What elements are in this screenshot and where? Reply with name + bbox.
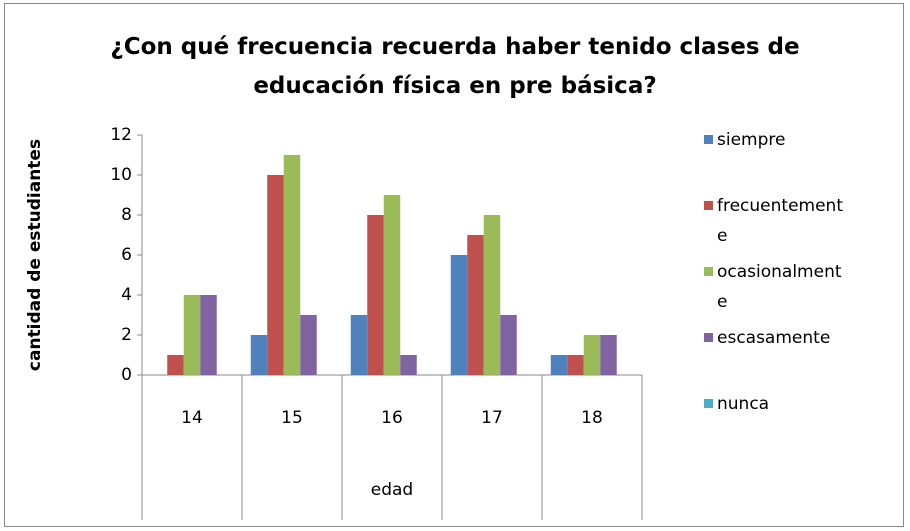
bar [250,335,268,375]
y-tick-label: 8 [121,205,132,225]
bar [400,355,417,375]
y-tick-label: 0 [121,365,132,385]
bar [200,295,217,375]
legend-item: siempre [700,125,845,155]
legend-swatch [704,267,713,276]
y-tick-label: 2 [121,325,132,345]
legend-item: escasamente [700,323,845,353]
x-tick-label: 16 [381,408,403,428]
chart-title: ¿Con qué frecuencia recuerda haber tenid… [110,34,800,99]
bar [600,335,617,375]
legend-swatch [704,201,713,210]
legend-swatch [704,333,713,342]
bar [500,315,517,375]
x-tick-label: 14 [181,408,203,428]
legend-label: ocasionalmente [717,262,842,312]
y-tick-label: 6 [121,245,132,265]
x-tick-label: 18 [581,408,603,428]
legend-item: ocasionalmente [700,257,845,317]
bar [183,295,201,375]
bar [267,175,284,375]
bar [383,195,401,375]
legend-item: nunca [700,389,845,419]
legend-label: escasamente [717,328,831,348]
x-axis-title: edad [371,480,413,500]
bar [167,355,184,375]
x-tick-label: 15 [281,408,303,428]
y-axis-title: cantidad de estudiantes [25,139,45,371]
legend-label: nunca [717,394,770,414]
bar [283,155,301,375]
bar [583,335,601,375]
legend-swatch [704,399,713,408]
bar [483,215,501,375]
bar [450,255,468,375]
bar [350,315,368,375]
legend-label: frecuentemente [717,196,843,246]
bar [567,355,584,375]
y-tick-label: 12 [110,125,132,145]
legend-label: siempre [717,130,786,150]
bar [467,235,484,375]
legend-swatch [704,135,713,144]
legend-item: frecuentemente [700,191,845,251]
x-tick-label: 17 [481,408,503,428]
bar [367,215,384,375]
y-tick-label: 10 [110,165,132,185]
y-tick-label: 4 [121,285,132,305]
bar [550,355,568,375]
bar [300,315,317,375]
chart-frame [4,3,904,527]
